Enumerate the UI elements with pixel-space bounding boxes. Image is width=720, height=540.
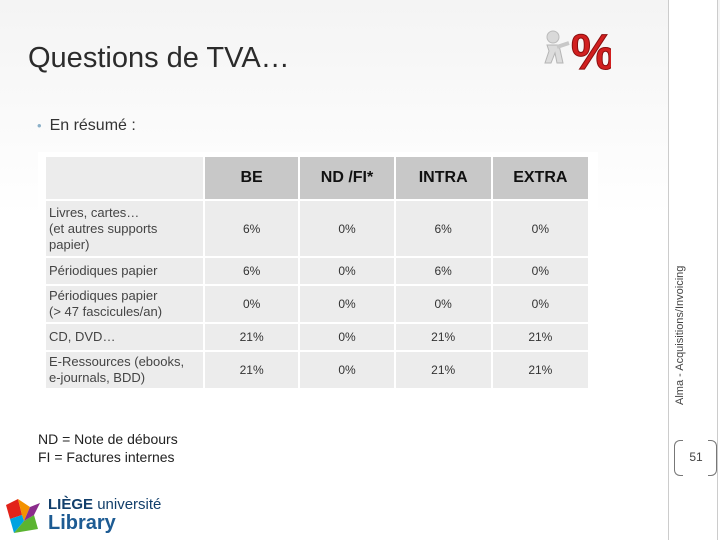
- row-label: E-Ressources (ebooks, e-journals, BDD): [44, 350, 205, 390]
- table-row: Périodiques papier 6% 0% 6% 0%: [44, 256, 591, 286]
- slide-title: Questions de TVA…: [28, 42, 290, 74]
- row-label-line: (et autres supports: [49, 220, 158, 236]
- rate-cell: 0%: [490, 199, 591, 258]
- rate-cell: 6%: [393, 256, 493, 286]
- svg-text:%: %: [571, 24, 611, 77]
- logo-liege-text: LIÈGE: [48, 496, 94, 513]
- header-be: BE: [202, 155, 301, 201]
- rate-cell: 0%: [393, 284, 493, 324]
- note-line: FI = Factures internes: [38, 449, 175, 465]
- header-nd-fi: ND /FI*: [298, 155, 396, 201]
- row-label-line: E-Ressources (ebooks,: [49, 354, 185, 369]
- row-label-line: e-journals, BDD): [49, 370, 146, 385]
- vat-table-wrap: BE ND /FI* INTRA EXTRA Livres, cartes… (…: [44, 155, 591, 390]
- row-label: Périodiques papier (> 47 fascicules/an): [44, 284, 205, 324]
- row-label-line: papier): [49, 236, 90, 252]
- rate-cell: 0%: [298, 350, 396, 390]
- note-line: ND = Note de débours: [38, 431, 178, 447]
- row-label-line: (> 47 fascicules/an): [49, 304, 163, 319]
- bullet-icon: •: [37, 118, 42, 133]
- table-row: Périodiques papier (> 47 fascicules/an) …: [44, 284, 591, 324]
- rate-cell: 21%: [202, 322, 301, 352]
- uliege-logo-icon: [6, 499, 40, 533]
- rate-cell: 0%: [298, 199, 396, 258]
- header-empty-cell: [44, 155, 205, 201]
- table-row: CD, DVD… 21% 0% 21% 21%: [44, 322, 591, 352]
- header-extra: EXTRA: [490, 155, 591, 201]
- rate-cell: 21%: [393, 322, 493, 352]
- rate-cell: 6%: [393, 199, 493, 258]
- row-label-line: Livres, cartes…: [49, 204, 140, 220]
- rate-cell: 0%: [490, 256, 591, 286]
- rate-cell: 21%: [202, 350, 301, 390]
- rate-cell: 6%: [202, 199, 301, 258]
- summary-text: En résumé :: [49, 117, 136, 134]
- rate-cell: 21%: [490, 350, 591, 390]
- rate-cell: 0%: [298, 256, 396, 286]
- vat-table: BE ND /FI* INTRA EXTRA Livres, cartes… (…: [44, 155, 591, 390]
- page-bracket-right: [708, 440, 717, 476]
- row-label-line: Périodiques papier: [49, 263, 158, 278]
- page-number: 51: [689, 450, 703, 464]
- logo-university-text: LIÈGE université: [48, 496, 161, 513]
- header-intra: INTRA: [393, 155, 493, 201]
- rate-cell: 0%: [298, 322, 396, 352]
- logo-library-text: Library: [48, 512, 116, 534]
- right-sidebar: [668, 0, 718, 540]
- row-label: Livres, cartes… (et autres supports papi…: [44, 199, 205, 258]
- rate-cell: 21%: [490, 322, 591, 352]
- row-label: CD, DVD…: [44, 322, 205, 352]
- table-header-row: BE ND /FI* INTRA EXTRA: [44, 155, 591, 201]
- rate-cell: 0%: [298, 284, 396, 324]
- rate-cell: 21%: [393, 350, 493, 390]
- rate-cell: 0%: [490, 284, 591, 324]
- table-row: Livres, cartes… (et autres supports papi…: [44, 199, 591, 258]
- rate-cell: 6%: [202, 256, 301, 286]
- rate-cell: 0%: [202, 284, 301, 324]
- row-label: Périodiques papier: [44, 256, 205, 286]
- row-label-line: Périodiques papier: [49, 288, 158, 303]
- table-row: E-Ressources (ebooks, e-journals, BDD) 2…: [44, 350, 591, 390]
- logo-universite-text: université: [97, 496, 162, 513]
- summary-bullet: • En résumé :: [37, 117, 136, 135]
- table-notes: ND = Note de débours FI = Factures inter…: [38, 430, 178, 466]
- percent-illustration-icon: %: [544, 24, 611, 77]
- sidebar-vertical-caption: Alma - Acquisitions/Invoicing: [674, 265, 686, 405]
- row-label-line: CD, DVD…: [49, 329, 116, 344]
- page-bracket-left: [674, 440, 683, 476]
